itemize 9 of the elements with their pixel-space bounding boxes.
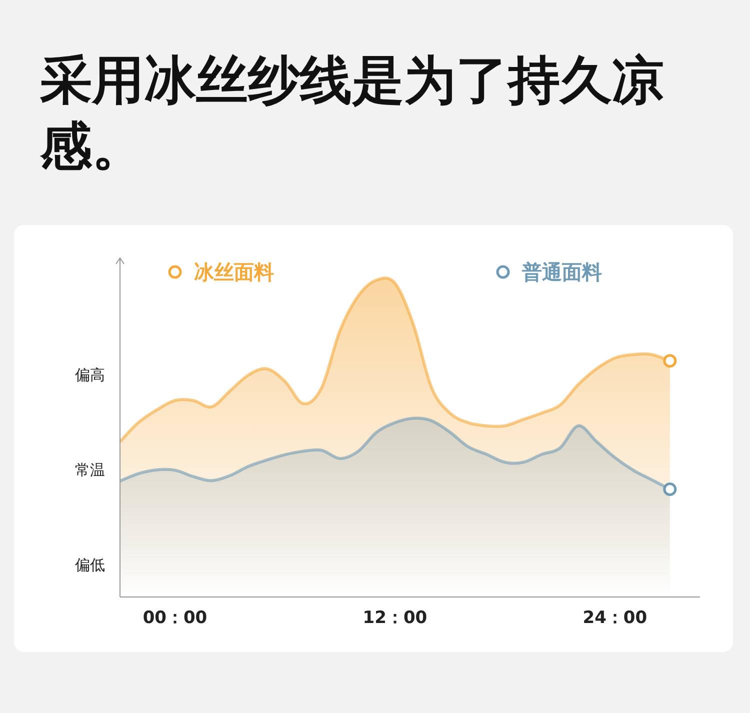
x-tick-label: 24：00 [582, 608, 648, 628]
legend-label: 普通面料 [521, 260, 602, 284]
x-tick-label: 12：00 [362, 608, 428, 628]
text: 偏高 [75, 366, 105, 384]
text: 常温 [75, 461, 105, 479]
text: 偏低 [75, 556, 105, 574]
chart-title: 采用冰丝纱线是为了持久凉感。 [40, 50, 665, 179]
legend-label: 冰丝面料 [194, 260, 274, 284]
x-tick-label: 00：00 [142, 608, 208, 628]
